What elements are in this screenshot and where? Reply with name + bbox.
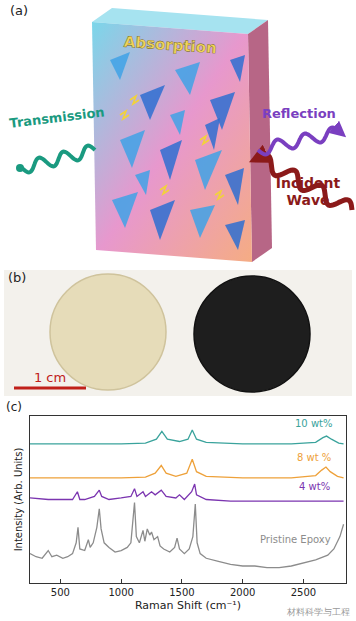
svg-text:Intensity (Arb. Units): Intensity (Arb. Units)	[13, 448, 24, 552]
svg-text:(b): (b)	[8, 270, 26, 285]
svg-text:Reflection: Reflection	[262, 106, 336, 121]
svg-text:(c): (c)	[6, 400, 22, 414]
svg-text:IncidentWave: IncidentWave	[276, 175, 341, 208]
svg-text:Transmission: Transmission	[9, 104, 106, 131]
svg-text:4 wt%: 4 wt%	[299, 481, 330, 492]
svg-text:Pristine Epoxy: Pristine Epoxy	[260, 534, 331, 545]
svg-text:2000: 2000	[230, 587, 255, 598]
svg-text:1500: 1500	[169, 587, 194, 598]
svg-text:500: 500	[51, 587, 70, 598]
svg-text:10 wt%: 10 wt%	[295, 418, 333, 429]
svg-text:Absorption: Absorption	[123, 33, 217, 57]
svg-text:2500: 2500	[291, 587, 316, 598]
svg-text:1 cm: 1 cm	[34, 370, 66, 385]
svg-text:(a): (a)	[10, 3, 28, 18]
html-text:材料科学与工程: 材料科学与工程	[287, 607, 350, 617]
svg-text:1000: 1000	[108, 587, 133, 598]
svg-text:Raman Shift (cm⁻¹): Raman Shift (cm⁻¹)	[135, 599, 241, 612]
svg-text:8 wt %: 8 wt %	[297, 452, 331, 463]
